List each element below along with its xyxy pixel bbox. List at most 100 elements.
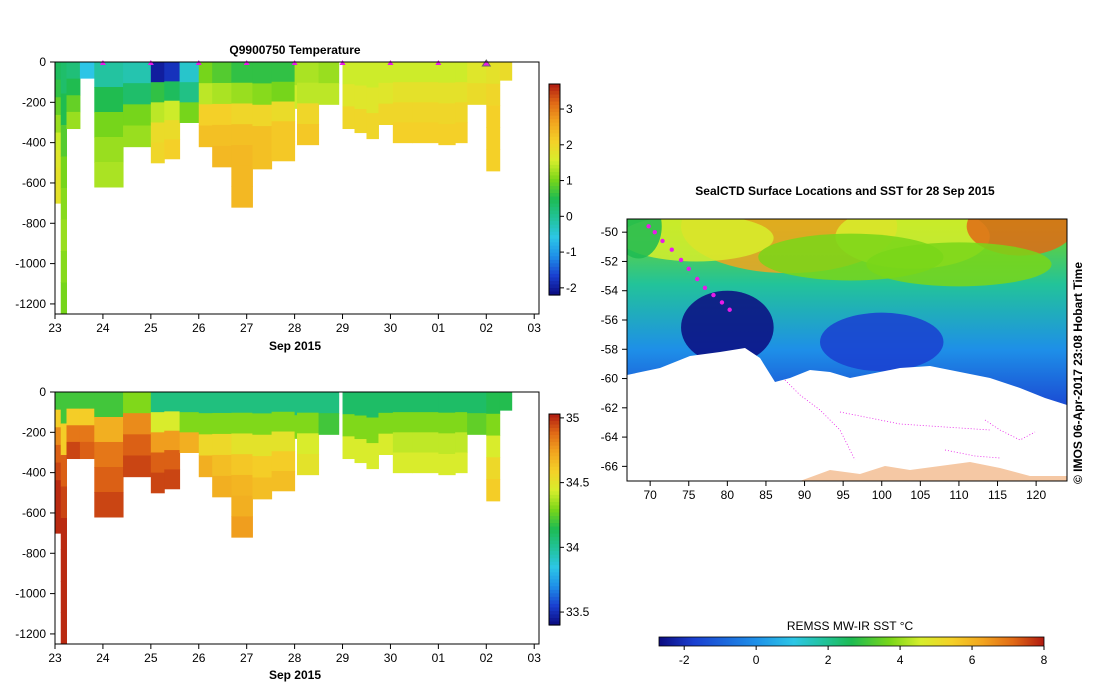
- colorbar-swatch: [549, 414, 560, 419]
- profile-cell: [60, 486, 68, 519]
- colorbar-swatch: [549, 147, 560, 152]
- colorbar-swatch: [549, 143, 560, 148]
- colorbar-swatch: [549, 175, 560, 180]
- profile-cell: [94, 441, 124, 468]
- profile-cell: [66, 441, 81, 460]
- colorbar-swatch: [549, 284, 560, 289]
- x-tick-label: 26: [192, 321, 206, 335]
- profile-cell: [455, 432, 468, 453]
- profile-cell: [123, 392, 152, 414]
- profile-cell: [55, 114, 62, 134]
- profile-cell: [55, 185, 62, 204]
- colorbar-swatch: [549, 203, 560, 208]
- colorbar-swatch: [549, 256, 560, 261]
- profile-cell: [412, 82, 439, 103]
- profile-cell: [60, 392, 68, 424]
- sst-patch: [627, 219, 662, 259]
- profile-cell: [164, 100, 181, 121]
- profile-cell: [231, 454, 253, 476]
- profile-cell: [455, 102, 468, 123]
- seal-location: [695, 276, 700, 282]
- colorbar-swatch: [549, 428, 560, 433]
- profile-cell: [94, 86, 124, 113]
- profile-cell: [297, 392, 320, 414]
- lon-tick-label: 115: [988, 488, 1007, 502]
- colorbar-swatch: [549, 150, 560, 155]
- lat-tick-label: -54: [601, 284, 619, 298]
- colorbar-tick-label: 34.5: [566, 476, 590, 490]
- x-tick-label: 23: [48, 321, 62, 335]
- y-tick-label: -1000: [15, 587, 46, 601]
- profile-cell: [94, 392, 124, 418]
- temperature-plot-frame: [54, 61, 540, 315]
- profile-cell: [123, 83, 152, 105]
- profile-cell: [294, 62, 298, 86]
- x-tick-label: 25: [144, 321, 158, 335]
- colorbar-swatch: [549, 161, 560, 166]
- profile-cell: [342, 414, 356, 437]
- colorbar-swatch: [549, 459, 560, 464]
- colorbar-swatch: [549, 589, 560, 594]
- profile-cell: [179, 432, 200, 453]
- profile-cell: [212, 412, 232, 435]
- sst-colorbar-tick-label: 6: [969, 653, 976, 667]
- seal-location: [702, 285, 708, 290]
- profile-cell: [342, 436, 356, 460]
- profile-cell: [467, 62, 487, 84]
- copyright-label: © IMOS 06-Apr-2017 23:08 Hobart Time: [1071, 262, 1085, 484]
- profile-cell: [198, 83, 213, 105]
- profile-cell: [94, 161, 124, 188]
- colorbar-swatch: [549, 98, 560, 103]
- profile-cell: [412, 102, 439, 123]
- colorbar-swatch: [549, 600, 560, 605]
- colorbar-swatch: [549, 101, 560, 106]
- colorbar-swatch: [549, 115, 560, 120]
- lat-tick-label: -56: [601, 313, 619, 327]
- profile-cell: [455, 82, 468, 103]
- temperature-profiles: [55, 62, 513, 315]
- colorbar-swatch: [549, 238, 560, 243]
- profile-cell: [198, 125, 213, 148]
- profile-cell: [252, 434, 273, 457]
- profile-cell: [212, 475, 232, 498]
- profile-cell: [342, 106, 356, 130]
- x-tick-label: 30: [384, 321, 398, 335]
- profile-cell: [366, 87, 379, 114]
- temperature-y-axis: 0 -200 -400 -600 -800 -1000 -1200: [15, 55, 55, 311]
- profile-cell: [55, 409, 62, 428]
- profile-cell: [392, 392, 413, 413]
- profile-cell: [271, 431, 296, 452]
- colorbar-tick-label: 1: [566, 174, 573, 188]
- colorbar-tick-label: 0: [566, 209, 573, 223]
- colorbar-swatch: [549, 435, 560, 440]
- colorbar-swatch: [549, 473, 560, 478]
- profile-cell: [164, 62, 181, 82]
- profile-cell: [60, 581, 68, 613]
- colorbar-swatch: [549, 291, 560, 296]
- profile-cell: [455, 62, 468, 83]
- colorbar-swatch: [549, 136, 560, 141]
- x-tick-label: 01: [432, 321, 446, 335]
- colorbar-swatch: [549, 105, 560, 110]
- profile-cell: [342, 84, 356, 107]
- colorbar-swatch: [549, 540, 560, 545]
- latitude-axis: -50 -52 -54 -56 -58 -60 -62 -64 -66: [601, 225, 627, 473]
- profile-cell: [486, 479, 501, 502]
- profile-cell: [231, 62, 253, 84]
- temperature-colorbar: 3 2 1 0 -1 -2: [548, 83, 577, 296]
- profile-cell: [150, 472, 165, 494]
- x-tick-label: 29: [336, 321, 350, 335]
- colorbar-swatch: [549, 178, 560, 184]
- colorbar-swatch: [549, 561, 560, 566]
- lon-tick-label: 120: [1026, 488, 1046, 502]
- map-frame: [626, 218, 1068, 482]
- colorbar-swatch: [549, 185, 560, 191]
- profile-cell: [318, 392, 340, 414]
- colorbar-swatch: [549, 168, 560, 173]
- lon-tick-label: 90: [798, 488, 812, 502]
- colorbar-swatch: [549, 449, 560, 454]
- profile-cell: [60, 93, 68, 126]
- salinity-panel: 23 24 25 26 27 28 29 30 01 02 03 0 -200 -400 -600 -800…: [15, 385, 589, 682]
- colorbar-frame: [548, 413, 561, 626]
- profile-cell: [164, 120, 181, 140]
